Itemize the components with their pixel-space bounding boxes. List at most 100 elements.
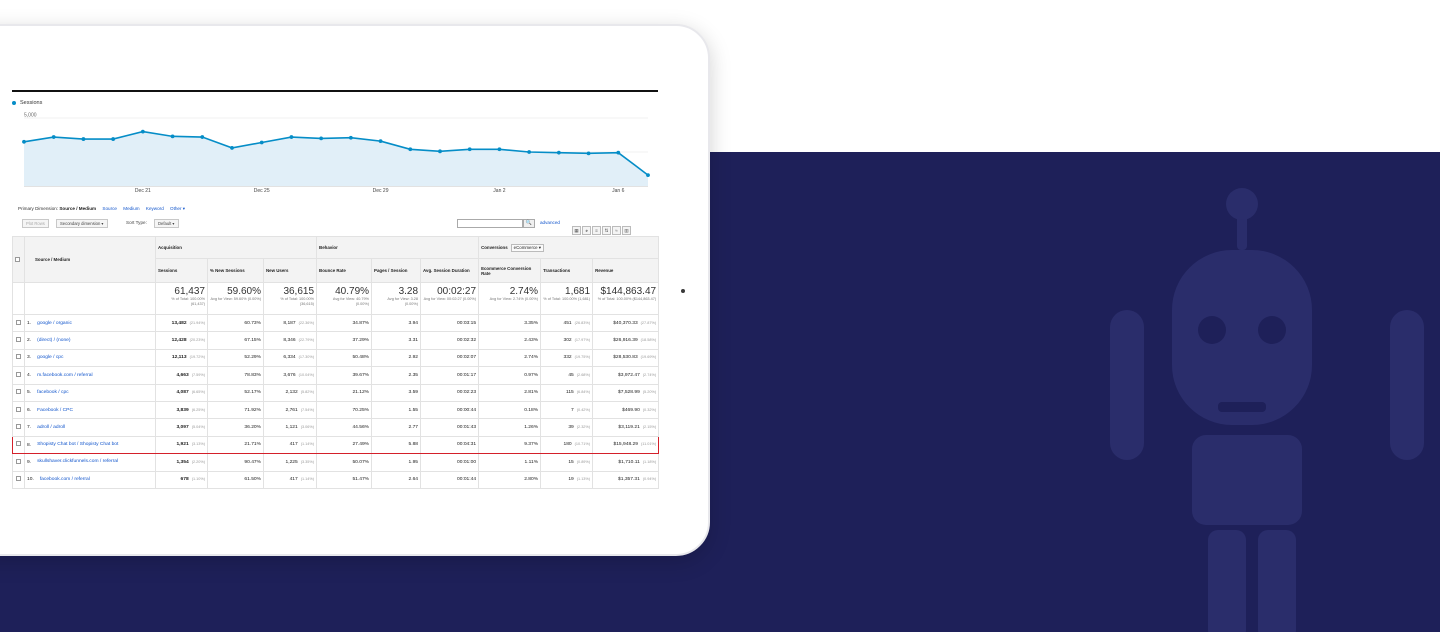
duration-value: 00:03:15 <box>457 320 477 326</box>
sessions-point <box>497 147 502 152</box>
bounce-rate-value: 44.56% <box>352 425 370 431</box>
sessions-point <box>200 135 205 139</box>
bounce-rate-header[interactable]: Bounce Rate <box>316 258 373 283</box>
pie-view-icon[interactable]: ◕ <box>582 226 591 235</box>
row-checkbox[interactable] <box>16 371 21 377</box>
source-link[interactable]: google / organic <box>37 320 72 326</box>
advanced-filter-link[interactable]: advanced <box>540 220 560 225</box>
pages-session-header[interactable]: Pages / Session <box>371 258 422 283</box>
transactions-cell: 19 (1.13%) <box>540 470 594 489</box>
new-users-percent: (10.04%) <box>298 372 315 377</box>
transactions-percent: (26.83%) <box>574 320 591 325</box>
total-note: % of Total: 100.00% (1,681) <box>543 297 591 301</box>
row-checkbox[interactable] <box>16 458 21 464</box>
transactions-value: 45 <box>568 372 574 378</box>
dimension-keyword[interactable]: Keyword <box>145 206 164 211</box>
new-users-cell: 1,121 (3.06%) <box>262 418 318 437</box>
data-view-icon[interactable]: ▦ <box>572 226 581 235</box>
conversion-rate-value: 2.43% <box>524 338 539 344</box>
source-link[interactable]: skullshaver.clickfunnels.com / referral <box>37 459 119 465</box>
sessions-point <box>22 139 26 144</box>
new-sessions-cell: 60.73% <box>207 313 264 333</box>
row-checkbox[interactable] <box>16 389 21 395</box>
total-conversion-rate: 2.74% Avg for View: 2.74% (0.00%) <box>478 282 542 315</box>
transactions-percent: (6.84%) <box>576 390 591 395</box>
sessions-value: 678 <box>180 477 189 483</box>
source-link[interactable]: m.facebook.com / referral <box>37 372 93 378</box>
row-checkbox[interactable] <box>16 337 21 343</box>
duration-cell: 00:00:44 <box>420 400 480 420</box>
dimension-medium[interactable]: Medium <box>123 206 140 211</box>
conversion-rate-value: 1.26% <box>524 425 539 431</box>
new-sessions-cell: 71.92% <box>207 400 264 420</box>
secondary-dimension-dropdown[interactable]: Secondary dimension ▾ <box>56 219 108 228</box>
conversion-rate-value: 1.11% <box>524 459 539 465</box>
row-checkbox[interactable] <box>16 424 21 430</box>
revenue-cell: $28,530.83 (19.69%) <box>592 348 660 368</box>
row-checkbox[interactable] <box>16 476 21 482</box>
duration-value: 00:02:32 <box>457 338 477 344</box>
conversions-goal-dropdown[interactable]: eCommerce ▾ <box>510 243 545 252</box>
conversion-rate-header[interactable]: Ecommerce Conversion Rate <box>478 258 542 283</box>
new-users-cell: 3,676 (10.04%) <box>262 366 318 385</box>
bounce-rate-value: 70.25% <box>352 407 370 413</box>
performance-view-icon[interactable]: ≡ <box>592 226 601 235</box>
search-icon[interactable]: 🔍 <box>523 219 535 228</box>
pages-session-cell: 5.88 <box>371 435 422 455</box>
table-row: 9. skullshaver.clickfunnels.com / referra… <box>12 453 660 472</box>
revenue-cell: $469.90 (0.32%) <box>592 400 660 420</box>
table-search-input[interactable] <box>457 219 523 228</box>
sessions-value: 12,428 <box>171 338 187 344</box>
duration-cell: 00:01:00 <box>420 453 480 472</box>
revenue-value: $469.90 <box>622 407 640 413</box>
conversions-label: Conversions <box>481 244 508 250</box>
sort-type-dropdown[interactable]: Default ▾ <box>154 219 179 228</box>
source-link[interactable]: Shopisty Chat bot / Shopisty Chat bot <box>37 441 119 447</box>
row-checkbox[interactable] <box>16 319 21 325</box>
new-users-percent: (3.06%) <box>300 425 315 430</box>
new-users-percent: (5.82%) <box>300 390 315 395</box>
new-sessions-value: 61.50% <box>244 477 261 483</box>
conversion-rate-cell: 2.43% <box>478 331 542 350</box>
plot-rows-button[interactable]: Plot Rows <box>22 219 49 228</box>
sessions-cell: 13,482 (21.94%) <box>155 313 208 333</box>
source-link[interactable]: adroll / adroll <box>37 425 66 431</box>
revenue-header[interactable]: Revenue <box>592 258 660 283</box>
source-medium-header[interactable]: Source / Medium <box>24 236 156 283</box>
sessions-value: 4,663 <box>176 372 189 378</box>
dimension-source[interactable]: Source <box>102 206 117 211</box>
row-checkbox[interactable] <box>16 406 21 412</box>
pivot-view-icon[interactable]: ▥ <box>622 226 631 235</box>
transactions-header[interactable]: Transactions <box>540 258 594 283</box>
duration-value: 00:02:23 <box>457 390 477 396</box>
dimension-other[interactable]: Other ▾ <box>170 206 186 211</box>
sessions-value: 3,839 <box>176 407 189 413</box>
term-cloud-icon[interactable]: ≈ <box>612 226 621 235</box>
source-cell: 6. Facebook / CPC <box>24 400 156 420</box>
sessions-point <box>170 134 175 139</box>
sessions-header[interactable]: Sessions <box>155 258 208 283</box>
y-tick-label: 5,000 <box>24 113 37 119</box>
total-note: Avg for View: 59.60% (0.00%) <box>210 297 261 301</box>
source-link[interactable]: Facebook / CPC <box>37 407 73 413</box>
duration-cell: 00:02:07 <box>420 348 480 368</box>
row-checkbox[interactable] <box>16 354 21 360</box>
new-users-header[interactable]: New Users <box>262 258 318 283</box>
row-checkbox[interactable] <box>16 441 21 447</box>
source-link[interactable]: facebook / cpc <box>37 390 69 396</box>
source-link[interactable]: google / cpc <box>37 355 64 361</box>
avg-session-duration-header[interactable]: Avg. Session Duration <box>420 258 480 283</box>
dimension-source-medium[interactable]: Source / Medium <box>59 206 97 211</box>
new-sessions-value: 52.29% <box>244 355 261 361</box>
source-link[interactable]: (direct) / (none) <box>37 338 71 344</box>
total-pages-session: 3.28 Avg for View: 3.28 (0.00%) <box>371 282 422 315</box>
sessions-point <box>81 137 86 141</box>
transactions-cell: 15 (0.89%) <box>540 453 594 472</box>
comparison-view-icon[interactable]: ⇅ <box>602 226 611 235</box>
total-note: Avg for View: 40.79% (0.00%) <box>332 297 370 306</box>
new-sessions-header[interactable]: % New Sessions <box>207 258 264 283</box>
new-users-percent: (3.35%) <box>300 459 315 464</box>
new-sessions-cell: 52.17% <box>207 383 264 402</box>
source-link[interactable]: facebook.com / referral <box>39 477 90 483</box>
select-all-checkbox[interactable] <box>15 256 20 262</box>
